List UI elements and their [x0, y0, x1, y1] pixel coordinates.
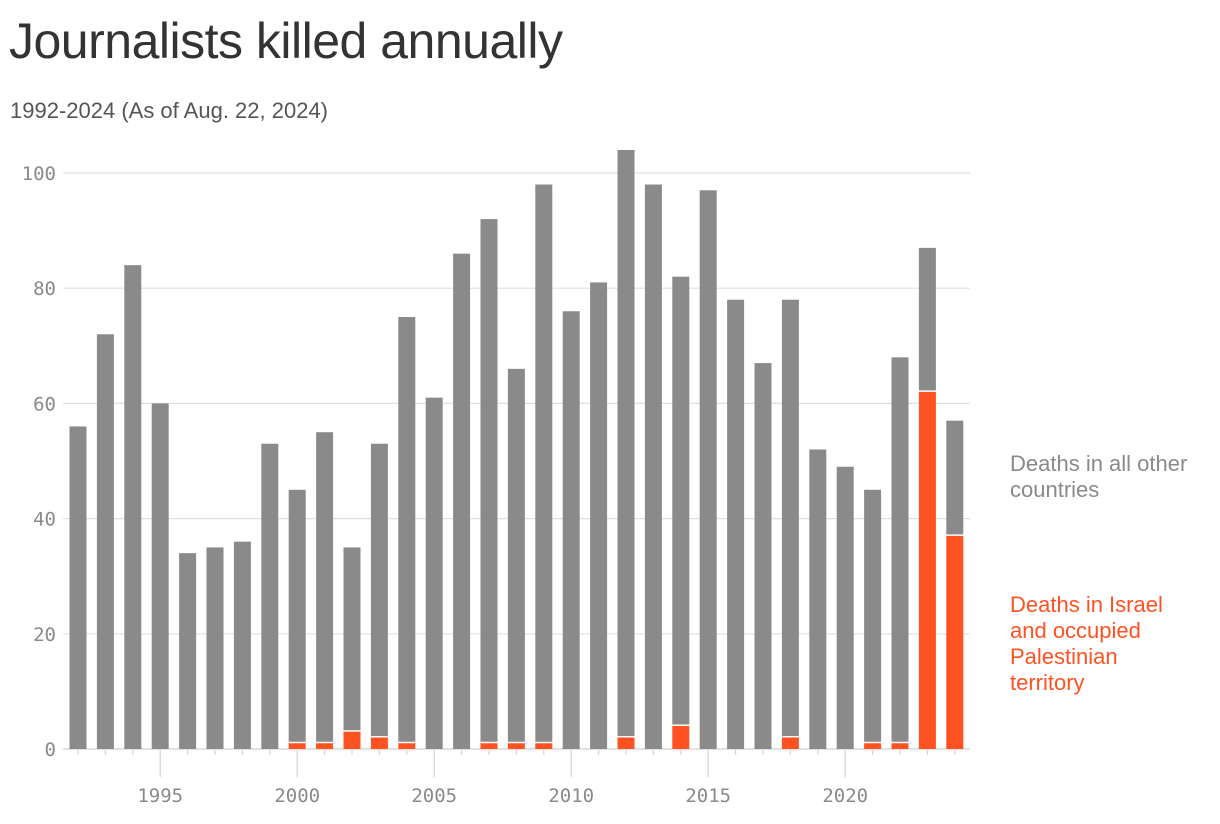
bar-other-2007 — [480, 219, 498, 742]
bar-other-2021 — [864, 489, 882, 742]
x-tick-label: 1995 — [137, 785, 183, 807]
bars — [69, 149, 964, 749]
bar-israel-2014 — [672, 725, 690, 749]
bar-other-2001 — [316, 432, 334, 742]
bar-other-2008 — [507, 368, 525, 742]
y-tick-label: 20 — [33, 624, 56, 646]
bar-other-2015 — [699, 190, 717, 749]
bar-other-2013 — [644, 184, 662, 749]
bar-other-2016 — [727, 299, 745, 749]
bar-israel-2024 — [946, 535, 964, 749]
bar-other-2011 — [590, 282, 608, 749]
y-tick-label: 100 — [22, 163, 56, 185]
bar-other-1998 — [233, 541, 251, 749]
y-tick-label: 60 — [33, 393, 56, 415]
bar-other-2022 — [891, 357, 909, 742]
bar-israel-2009 — [535, 743, 553, 749]
bar-israel-2000 — [288, 743, 306, 749]
bar-other-2003 — [370, 443, 388, 736]
chart-subtitle: 1992-2024 (As of Aug. 22, 2024) — [10, 98, 329, 123]
bar-other-1996 — [179, 553, 197, 749]
bar-israel-2004 — [398, 743, 416, 749]
bar-other-2000 — [288, 489, 306, 742]
bar-israel-2012 — [617, 737, 635, 749]
x-tick-label: 2010 — [548, 785, 594, 807]
bar-other-2018 — [781, 299, 799, 736]
bar-other-2002 — [343, 547, 361, 731]
bar-other-2019 — [809, 449, 827, 749]
bar-other-1993 — [96, 334, 114, 749]
bar-other-2005 — [425, 397, 443, 749]
x-tick-label: 2005 — [411, 785, 457, 807]
x-axis: 1995 2000 2005 2010 2015 2020 — [77, 750, 956, 807]
bar-other-2012 — [617, 149, 635, 736]
bar-other-2009 — [535, 184, 553, 742]
bar-other-2023 — [918, 247, 936, 391]
legend-israel-palestine: Deaths in Israel and occupied Palestinia… — [1010, 592, 1163, 695]
bar-other-2010 — [562, 311, 580, 749]
y-axis-labels: 0 20 40 60 80 100 — [22, 163, 56, 761]
bar-israel-2002 — [343, 731, 361, 749]
x-tick-label: 2000 — [274, 785, 320, 807]
bar-israel-2007 — [480, 743, 498, 749]
bar-other-2006 — [453, 253, 471, 749]
legend-other-countries: Deaths in all other countries — [1010, 451, 1188, 502]
bar-israel-2003 — [370, 737, 388, 749]
bar-israel-2021 — [864, 743, 882, 749]
bar-israel-2008 — [507, 743, 525, 749]
bar-other-2024 — [946, 420, 964, 535]
bar-israel-2018 — [781, 737, 799, 749]
bar-other-1999 — [261, 443, 279, 749]
chart-title: Journalists killed annually — [9, 13, 563, 69]
x-tick-label: 2020 — [822, 785, 868, 807]
bar-other-1992 — [69, 426, 87, 749]
bar-other-2017 — [754, 363, 772, 749]
bar-other-1994 — [124, 265, 142, 749]
bar-other-2014 — [672, 276, 690, 725]
x-tick-label: 2015 — [685, 785, 731, 807]
bar-other-2004 — [398, 317, 416, 742]
bar-other-1995 — [151, 403, 169, 749]
y-tick-label: 0 — [45, 739, 56, 761]
bar-israel-2022 — [891, 743, 909, 749]
bar-other-1997 — [206, 547, 224, 749]
y-tick-label: 40 — [33, 509, 56, 531]
bar-israel-2023 — [918, 391, 936, 749]
bar-israel-2001 — [316, 743, 334, 749]
bar-other-2020 — [836, 466, 854, 749]
y-tick-label: 80 — [33, 278, 56, 300]
